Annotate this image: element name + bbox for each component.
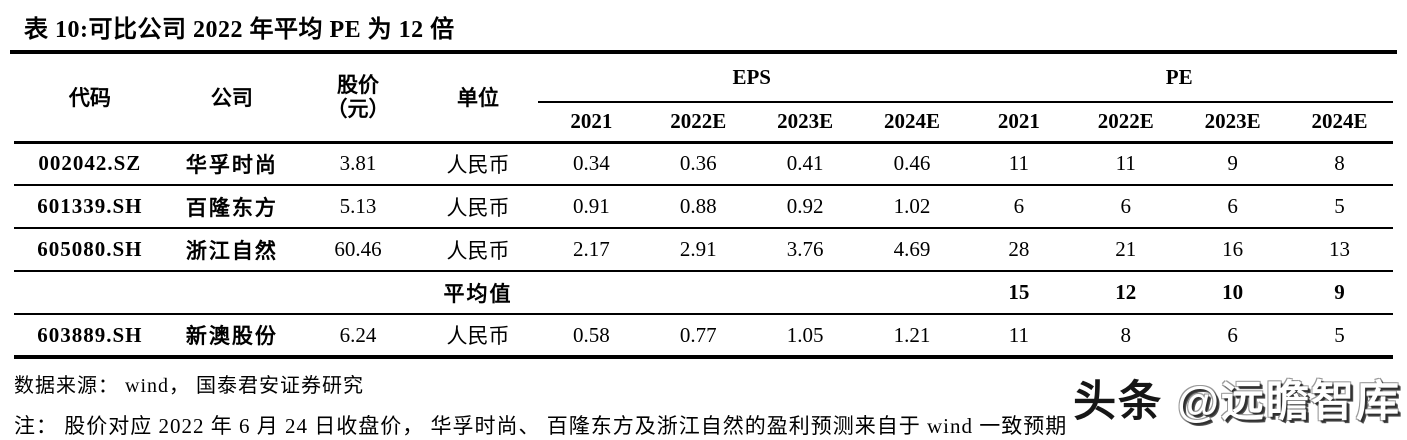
eps-value: 3.76: [751, 228, 859, 272]
eps-value: 0.92: [751, 185, 859, 229]
stock-code: 601339.SH: [14, 185, 166, 229]
stock-price: 6.24: [298, 314, 419, 359]
empty-cell: [644, 271, 752, 315]
table-title: 表 10:可比公司 2022 年平均 PE 为 12 倍: [10, 0, 1397, 54]
eps-value: 1.05: [751, 314, 859, 359]
stock-price: 3.81: [298, 142, 419, 186]
eps-value: 0.58: [538, 314, 645, 359]
empty-cell: [538, 271, 645, 315]
pe-value: 6: [1072, 185, 1180, 229]
pe-value: 6: [1179, 314, 1287, 359]
stock-code: 605080.SH: [14, 228, 166, 272]
pe-value: 5: [1286, 314, 1393, 359]
price-header-line2: （元）: [326, 97, 390, 122]
col-group-pe: PE: [965, 54, 1393, 103]
pe-value: 8: [1072, 314, 1180, 359]
pe-year-2024e: 2024E: [1286, 102, 1393, 144]
average-pe-value: 12: [1072, 271, 1180, 315]
company-name: 新澳股份: [165, 314, 299, 359]
currency-unit: 人民币: [418, 314, 538, 359]
stock-price: 5.13: [298, 185, 419, 229]
eps-value: 1.21: [858, 314, 966, 359]
watermark: 头条 @远瞻智库: [1073, 367, 1401, 429]
eps-value: 0.34: [538, 142, 645, 186]
pe-year-2021: 2021: [965, 102, 1073, 144]
empty-cell: [165, 271, 299, 315]
company-name: 浙江自然: [165, 228, 299, 272]
table-row: 601339.SH 百隆东方 5.13 人民币 0.91 0.88 0.92 1…: [14, 185, 1393, 229]
comparable-companies-table: 代码 公司 股价 （元） 单位 EPS PE 2021 2022E 2023E …: [14, 54, 1393, 359]
watermark-prefix: 头条: [1073, 378, 1164, 426]
pe-value: 11: [965, 142, 1073, 186]
col-header-company: 公司: [165, 54, 299, 144]
eps-value: 0.91: [538, 185, 645, 229]
pe-value: 28: [965, 228, 1073, 272]
table-row: 002042.SZ 华孚时尚 3.81 人民币 0.34 0.36 0.41 0…: [14, 142, 1393, 186]
col-header-price: 股价 （元）: [298, 54, 419, 144]
empty-cell: [298, 271, 419, 315]
col-header-code: 代码: [14, 54, 166, 144]
pe-value: 6: [965, 185, 1073, 229]
eps-value: 4.69: [858, 228, 966, 272]
stock-price: 60.46: [298, 228, 419, 272]
average-pe-value: 15: [965, 271, 1073, 315]
pe-value: 6: [1179, 185, 1287, 229]
data-source-line: 数据来源： wind， 国泰君安证券研究: [14, 375, 364, 397]
eps-value: 0.77: [644, 314, 752, 359]
watermark-handle: @远瞻智库: [1177, 378, 1401, 426]
pe-value: 8: [1286, 142, 1393, 186]
average-pe-value: 9: [1286, 271, 1393, 315]
report-table-page: 表 10:可比公司 2022 年平均 PE 为 12 倍 代码 公司 股价 （元…: [10, 0, 1401, 438]
company-name: 华孚时尚: [165, 142, 299, 186]
currency-unit: 人民币: [418, 185, 538, 229]
eps-year-2021: 2021: [538, 102, 645, 144]
eps-value: 2.91: [644, 228, 752, 272]
eps-value: 0.36: [644, 142, 752, 186]
eps-value: 0.41: [751, 142, 859, 186]
average-label: 平均值: [418, 271, 538, 315]
eps-value: 2.17: [538, 228, 645, 272]
empty-cell: [14, 271, 166, 315]
stock-code: 603889.SH: [14, 314, 166, 359]
col-header-unit: 单位: [418, 54, 538, 144]
pe-value: 16: [1179, 228, 1287, 272]
pe-year-2023e: 2023E: [1179, 102, 1287, 144]
eps-year-2024e: 2024E: [858, 102, 966, 144]
eps-year-2022e: 2022E: [644, 102, 752, 144]
col-group-eps: EPS: [538, 54, 966, 103]
table-row: 603889.SH 新澳股份 6.24 人民币 0.58 0.77 1.05 1…: [14, 314, 1393, 359]
company-name: 百隆东方: [165, 185, 299, 229]
pe-value: 21: [1072, 228, 1180, 272]
pe-year-2022e: 2022E: [1072, 102, 1180, 144]
eps-value: 1.02: [858, 185, 966, 229]
eps-year-2023e: 2023E: [751, 102, 859, 144]
pe-value: 9: [1179, 142, 1287, 186]
eps-value: 0.46: [858, 142, 966, 186]
eps-value: 0.88: [644, 185, 752, 229]
price-header-line1: 股价: [337, 73, 380, 98]
pe-value: 5: [1286, 185, 1393, 229]
currency-unit: 人民币: [418, 228, 538, 272]
pe-value: 11: [965, 314, 1073, 359]
average-pe-value: 10: [1179, 271, 1287, 315]
average-row: 平均值 15 12 10 9: [14, 271, 1393, 315]
pe-value: 13: [1286, 228, 1393, 272]
currency-unit: 人民币: [418, 142, 538, 186]
empty-cell: [858, 271, 966, 315]
empty-cell: [751, 271, 859, 315]
table-row: 605080.SH 浙江自然 60.46 人民币 2.17 2.91 3.76 …: [14, 228, 1393, 272]
pe-value: 11: [1072, 142, 1180, 186]
stock-code: 002042.SZ: [14, 142, 166, 186]
